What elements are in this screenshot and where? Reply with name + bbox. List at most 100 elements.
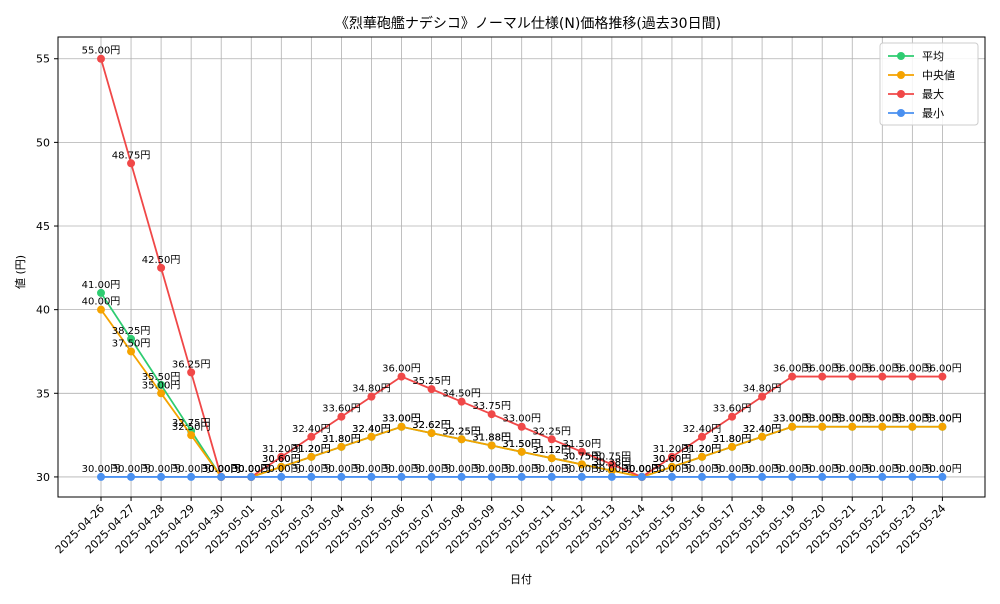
data-point [908, 422, 917, 431]
data-label: 36.00円 [893, 364, 932, 375]
data-point [127, 347, 136, 356]
data-label: 33.60円 [713, 404, 752, 415]
data-label: 30.00円 [532, 464, 571, 475]
y-tick-label: 40 [36, 304, 50, 317]
data-label: 30.75円 [562, 451, 601, 462]
y-tick-label: 45 [36, 220, 50, 233]
data-point [728, 442, 737, 451]
data-point [307, 432, 316, 441]
data-label: 35.25円 [412, 376, 451, 387]
data-label: 48.75円 [112, 150, 151, 161]
data-point [938, 422, 947, 431]
data-point [848, 422, 857, 431]
data-label: 34.80円 [352, 384, 391, 395]
data-label: 35.50円 [142, 372, 181, 383]
data-point [397, 372, 406, 381]
data-label: 30.00円 [893, 464, 932, 475]
data-point [607, 472, 616, 481]
data-point [277, 472, 286, 481]
data-label: 33.00円 [833, 414, 872, 425]
data-label: 33.75円 [472, 401, 511, 412]
data-point [547, 435, 556, 444]
data-label: 30.00円 [232, 464, 271, 475]
data-point [97, 472, 105, 481]
data-point [878, 372, 887, 381]
data-point [427, 472, 436, 481]
data-label: 30.00円 [863, 464, 902, 475]
data-label: 31.80円 [322, 434, 361, 445]
data-label: 32.40円 [743, 424, 782, 435]
data-label: 30.00円 [82, 464, 121, 475]
data-point [187, 431, 196, 440]
data-label: 30.00円 [232, 464, 271, 475]
data-point [307, 452, 316, 461]
data-label: 55.00円 [82, 46, 121, 57]
data-point [878, 472, 887, 481]
data-point [337, 442, 346, 451]
data-point [157, 472, 166, 481]
data-label: 30.00円 [683, 464, 722, 475]
data-label: 32.40円 [683, 424, 722, 435]
data-label: 30.00円 [412, 464, 451, 475]
data-label: 30.00円 [623, 464, 662, 475]
data-label: 33.00円 [502, 414, 541, 425]
data-label: 31.20円 [292, 444, 331, 455]
data-label: 30.00円 [202, 464, 241, 475]
data-label: 31.88円 [472, 432, 511, 443]
legend-swatch-marker [897, 71, 905, 79]
axes-layer: 3035404550552025-04-262025-04-272025-04-… [36, 36, 986, 556]
data-point [698, 472, 706, 481]
data-label: 30.00円 [232, 464, 271, 475]
data-point [457, 435, 466, 444]
data-point [307, 472, 316, 481]
data-point [728, 472, 737, 481]
data-label: 33.00円 [893, 414, 932, 425]
data-label: 33.00円 [863, 414, 902, 425]
data-label: 30.00円 [262, 464, 301, 475]
data-label: 32.75円 [172, 418, 211, 429]
legend-entry-label: 中央値 [922, 69, 955, 82]
data-point [157, 263, 166, 272]
data-label: 35.00円 [142, 380, 181, 391]
data-label: 33.00円 [803, 414, 842, 425]
data-label: 42.50円 [142, 255, 181, 266]
data-label: 30.00円 [502, 464, 541, 475]
data-point [667, 452, 676, 461]
data-label: 33.00円 [773, 414, 812, 425]
data-point [97, 54, 105, 63]
data-point [788, 372, 797, 381]
data-label: 31.88円 [472, 432, 511, 443]
data-label: 32.62円 [412, 420, 451, 431]
grid-layer [58, 37, 985, 497]
data-label: 33.00円 [773, 414, 812, 425]
data-point [127, 334, 136, 343]
data-point [367, 432, 376, 441]
data-label: 31.20円 [683, 444, 722, 455]
data-point [667, 472, 676, 481]
data-point [517, 447, 526, 456]
data-point [337, 412, 346, 421]
data-point [818, 472, 827, 481]
data-label: 32.40円 [352, 424, 391, 435]
legend-swatch-marker [897, 90, 905, 98]
data-point [517, 422, 526, 431]
y-tick-label: 35 [36, 387, 50, 400]
data-point [517, 472, 526, 481]
data-point [427, 429, 436, 438]
legend-box [879, 42, 979, 126]
data-label: 30.00円 [803, 464, 842, 475]
data-label: 32.25円 [442, 426, 481, 437]
data-label: 31.80円 [322, 434, 361, 445]
data-label: 32.40円 [743, 424, 782, 435]
legend-swatch-marker [897, 109, 905, 117]
data-label: 36.00円 [803, 364, 842, 375]
legend-entry-label: 最大 [922, 87, 944, 101]
data-labels-layer: 41.00円38.25円35.50円32.75円30.00円30.00円30.6… [82, 46, 962, 475]
data-point [187, 368, 196, 377]
data-label: 32.50円 [172, 422, 211, 433]
data-point [577, 460, 586, 469]
data-label: 33.00円 [923, 414, 962, 425]
